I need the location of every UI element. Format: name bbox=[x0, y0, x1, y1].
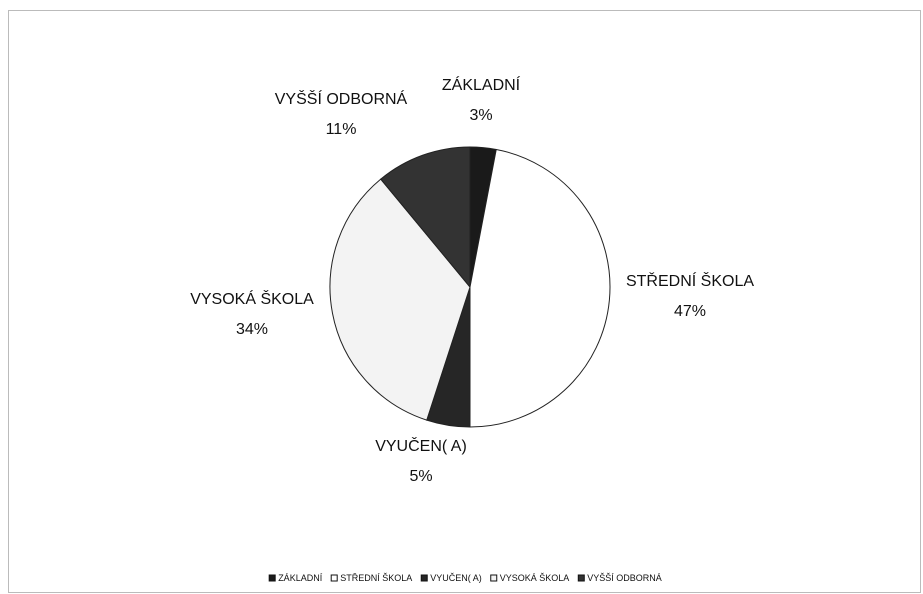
slice-value-label: 11% bbox=[326, 121, 357, 138]
slice-value-label: 3% bbox=[469, 107, 492, 124]
legend-label: ZÁKLADNÍ bbox=[278, 573, 323, 583]
slice-value-label: 47% bbox=[674, 303, 706, 320]
legend-label: VYUČEN( A) bbox=[430, 573, 482, 583]
slice-label: STŘEDNÍ ŠKOLA bbox=[626, 271, 754, 290]
legend-label: STŘEDNÍ ŠKOLA bbox=[340, 573, 412, 583]
pie-slice bbox=[380, 146, 471, 289]
legend-label: VYŠŠÍ ODBORNÁ bbox=[587, 573, 662, 583]
legend-swatch bbox=[490, 574, 498, 582]
legend-label: VYSOKÁ ŠKOLA bbox=[500, 573, 570, 583]
legend-swatch bbox=[268, 574, 276, 582]
legend-swatch bbox=[420, 574, 428, 582]
slice-label: VYSOKÁ ŠKOLA bbox=[190, 289, 314, 308]
slice-label: VYŠŠÍ ODBORNÁ bbox=[275, 89, 408, 108]
legend-swatch bbox=[577, 574, 585, 582]
slice-value-label: 34% bbox=[236, 321, 268, 338]
slice-label: VYUČEN( A) bbox=[375, 436, 467, 455]
pie-slice bbox=[469, 148, 611, 428]
legend-swatch bbox=[330, 574, 338, 582]
pie-slice bbox=[329, 178, 471, 421]
slice-label: ZÁKLADNÍ bbox=[442, 75, 521, 94]
chart-frame bbox=[8, 10, 921, 593]
slice-value-label: 5% bbox=[409, 468, 432, 485]
